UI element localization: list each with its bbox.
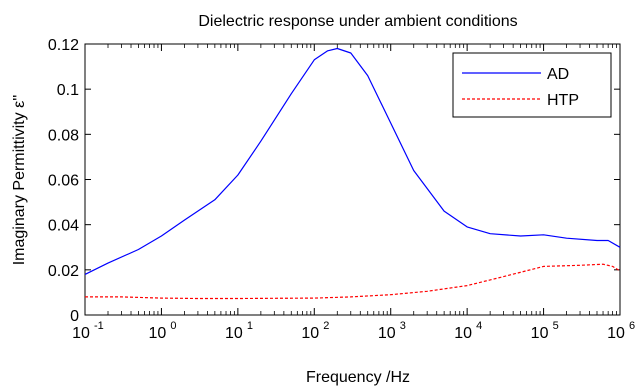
chart-title: Dielectric response under ambient condit… bbox=[198, 13, 517, 30]
x-tick-exponent: 5 bbox=[553, 320, 559, 332]
x-tick-exponent: 4 bbox=[476, 320, 482, 332]
x-tick-label: 10 bbox=[225, 325, 243, 342]
x-tick-label: 10 bbox=[72, 325, 90, 342]
y-tick-label: 0.1 bbox=[57, 82, 79, 99]
legend-label-htp: HTP bbox=[547, 92, 579, 109]
y-tick-label: 0.08 bbox=[48, 127, 79, 144]
x-tick-exponent: -1 bbox=[94, 320, 104, 332]
x-tick-label: 10 bbox=[378, 325, 396, 342]
legend-label-ad: AD bbox=[547, 66, 569, 83]
x-tick-exponent: 6 bbox=[629, 320, 635, 332]
x-tick-exponent: 1 bbox=[247, 320, 253, 332]
y-tick-label: 0.06 bbox=[48, 173, 79, 190]
y-tick-label: 0.12 bbox=[48, 37, 79, 54]
x-axis-label: Frequency /Hz bbox=[306, 369, 410, 386]
y-axis-label: Imaginary Permittivity ε'' bbox=[11, 95, 28, 266]
x-tick-label: 10 bbox=[301, 325, 319, 342]
x-tick-label: 10 bbox=[149, 325, 167, 342]
x-tick-exponent: 3 bbox=[400, 320, 406, 332]
x-tick-exponent: 2 bbox=[323, 320, 329, 332]
legend-box bbox=[452, 52, 612, 118]
x-tick-label: 10 bbox=[531, 325, 549, 342]
y-tick-label: 0 bbox=[70, 308, 79, 325]
x-tick-label: 10 bbox=[607, 325, 625, 342]
x-tick-exponent: 0 bbox=[170, 320, 176, 332]
y-tick-label: 0.02 bbox=[48, 263, 79, 280]
series-line-ad bbox=[84, 47, 621, 275]
series-line-htp bbox=[85, 263, 621, 300]
y-tick-label: 0.04 bbox=[48, 218, 79, 235]
x-tick-label: 10 bbox=[454, 325, 472, 342]
